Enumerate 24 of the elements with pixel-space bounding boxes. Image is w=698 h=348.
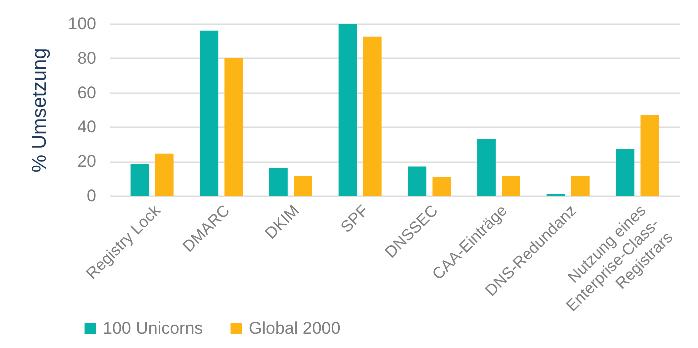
bar [200,30,219,196]
bar [155,154,174,196]
bar [294,176,312,196]
legend-label: Global 2000 [249,318,341,338]
y-tick-label: 80 [78,48,96,68]
y-tick-label: 100 [68,14,96,34]
bar [432,177,452,196]
bar [616,150,635,196]
y-tick-label: 40 [78,118,96,137]
y-tick-label: 20 [78,152,96,172]
bar [224,58,244,196]
bar [338,24,358,196]
legend-label: 100 Unicorns [103,318,204,338]
bar [640,115,660,196]
bar [363,36,382,196]
bar [571,176,590,196]
y-axis-title: % Umsetzung [29,48,52,173]
bar [478,139,496,196]
bar [269,168,288,196]
y-tick-label: 60 [78,83,96,102]
bar [130,164,150,196]
bar [408,166,427,196]
y-tick-label: 0 [87,186,96,206]
bar [502,176,521,196]
